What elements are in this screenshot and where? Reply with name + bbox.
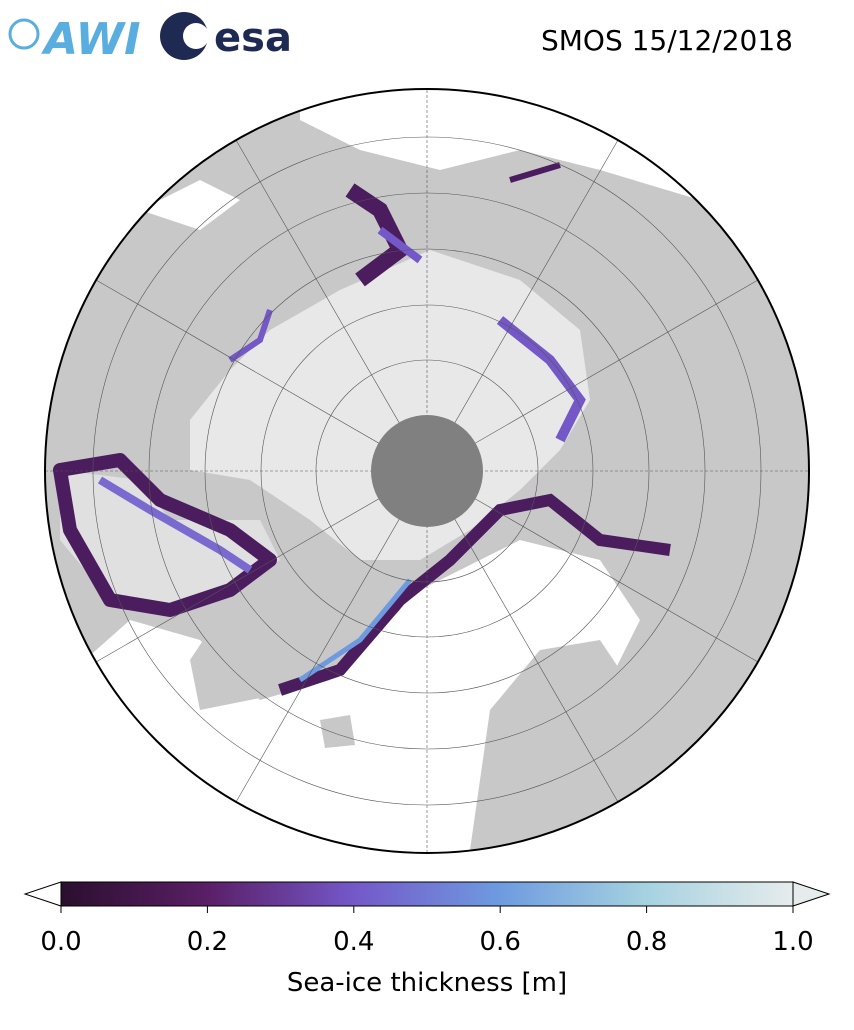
colorbar-tick-label: 1.0 <box>772 927 813 957</box>
colorbar-tick-label: 0.6 <box>480 927 521 957</box>
colorbar-label: Sea-ice thickness [m] <box>287 968 567 998</box>
colorbar-tick-label: 0.0 <box>40 927 81 957</box>
colorbar-tick-label: 0.4 <box>333 927 374 957</box>
map <box>45 89 809 853</box>
title: SMOS 15/12/2018 <box>541 24 793 57</box>
awi-logo: AWI <box>8 14 141 65</box>
colorbar-tick-label: 0.2 <box>187 927 228 957</box>
colorbar <box>23 881 831 913</box>
map-border <box>44 88 810 854</box>
colorbar-gradient <box>60 881 794 907</box>
colorbar-tick-label: 0.8 <box>626 927 667 957</box>
awi-logo-text: AWI <box>41 14 141 65</box>
esa-logo-text: esa <box>214 15 292 61</box>
esa-logo: esa <box>160 12 292 61</box>
